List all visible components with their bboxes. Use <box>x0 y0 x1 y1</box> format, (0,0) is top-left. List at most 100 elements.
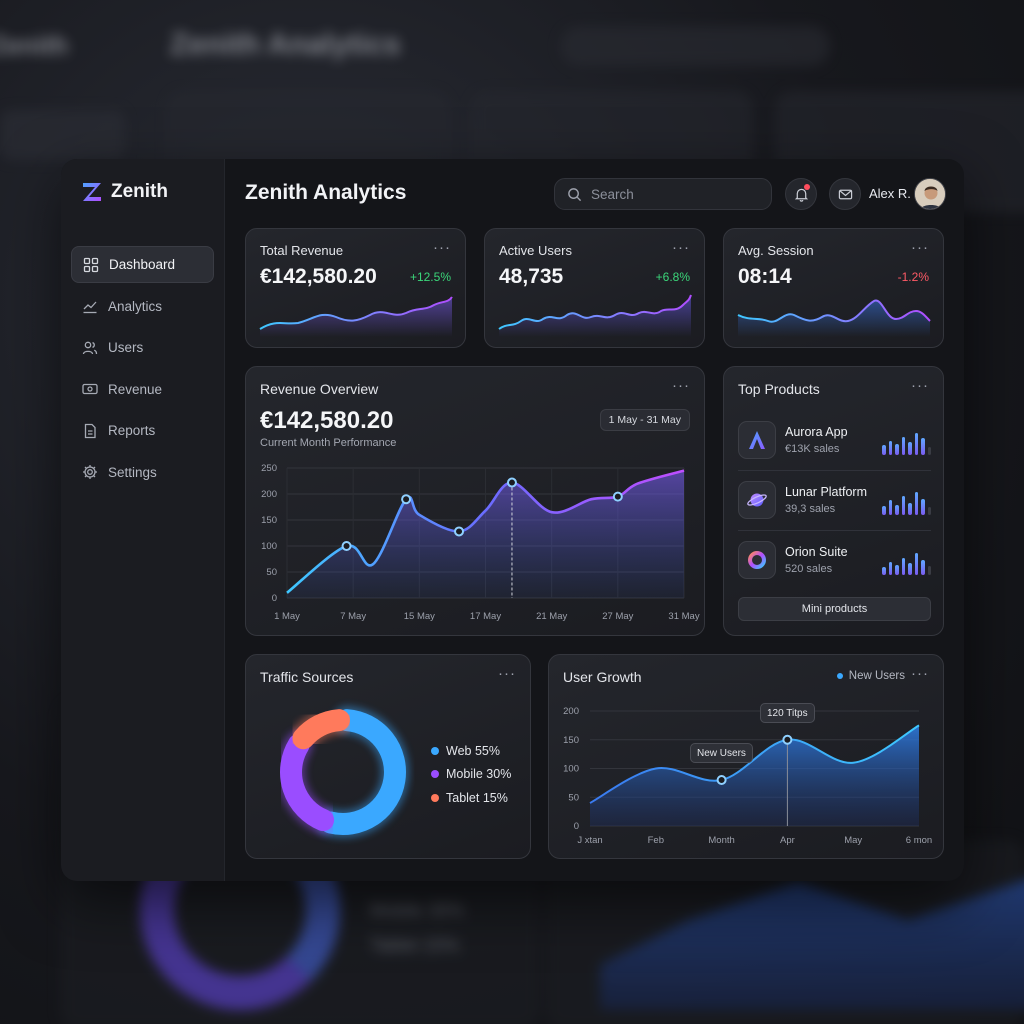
user-name[interactable]: Alex R. <box>869 186 911 201</box>
sparkline <box>498 294 692 337</box>
stat-change: +6.8% <box>655 270 690 284</box>
user-avatar-icon <box>915 179 945 209</box>
messages-button[interactable] <box>829 178 861 210</box>
search-bar[interactable] <box>554 178 772 210</box>
sparkline <box>737 299 931 337</box>
donut-slice-tablet[interactable] <box>292 709 350 750</box>
brand[interactable]: Zenith <box>81 181 168 203</box>
card-title: Traffic Sources <box>260 669 354 685</box>
stat-change: +12.5% <box>409 270 451 284</box>
mini-bar <box>901 496 905 515</box>
sidebar-item-dashboard[interactable]: Dashboard <box>71 246 214 283</box>
top-products-card: Top Products ··· Aurora App €13K sales <box>723 366 944 636</box>
ghost-legend-tablet: Tablet 15% <box>370 935 460 955</box>
product-sales: 39,3 sales <box>785 503 836 515</box>
sidebar-nav: Dashboard Analytics Users <box>71 246 214 495</box>
x-tick-label: 17 May <box>470 611 501 622</box>
y-tick-label: 200 <box>563 706 579 717</box>
data-point[interactable] <box>782 734 793 745</box>
sidebar-item-label: Analytics <box>108 298 163 314</box>
sidebar-item-label: Settings <box>108 464 157 480</box>
donut-slice-web[interactable] <box>319 709 406 835</box>
search-icon <box>568 187 582 201</box>
zenith-logo-icon <box>83 183 101 201</box>
stat-title: Total Revenue <box>260 243 344 258</box>
mini-products-button[interactable]: Mini products <box>738 597 931 621</box>
document-icon <box>82 423 98 439</box>
donut-slice-mobile[interactable] <box>280 733 335 832</box>
legend-label: Web 55% <box>446 743 500 758</box>
data-point[interactable] <box>506 477 517 488</box>
product-mini-bars <box>882 433 931 455</box>
data-point[interactable] <box>454 526 465 537</box>
y-tick-label: 150 <box>261 515 277 526</box>
legend-dot <box>431 793 439 802</box>
legend-dot <box>836 673 843 679</box>
avatar[interactable] <box>914 178 946 210</box>
product-item-aurora[interactable]: Aurora App €13K sales <box>738 417 931 463</box>
notifications-button[interactable] <box>785 178 817 210</box>
x-tick-label: Feb <box>648 835 664 846</box>
revenue-subtitle: Current Month Performance <box>260 437 397 449</box>
sidebar-item-users[interactable]: Users <box>71 329 214 366</box>
data-point[interactable] <box>716 775 727 785</box>
product-item-lunar[interactable]: Lunar Platform 39,3 sales <box>738 477 931 523</box>
divider <box>738 530 931 531</box>
y-tick-label: 50 <box>568 792 579 803</box>
ghost-legend-mobile: Mobile 30% <box>370 900 465 920</box>
stat-card-total-revenue[interactable]: Total Revenue ··· €142,580.20 +12.5% <box>245 228 466 348</box>
user-growth-area <box>590 725 919 826</box>
stat-title: Active Users <box>499 243 572 258</box>
stat-change: -1.2% <box>897 270 929 284</box>
ghost-logo: Zenith <box>0 30 68 60</box>
mini-bar <box>914 553 918 575</box>
y-tick-label: 0 <box>574 821 579 832</box>
y-tick-label: 50 <box>266 567 277 578</box>
mini-bar <box>901 558 905 575</box>
legend-label: Mobile 30% <box>446 767 512 782</box>
more-options-button[interactable]: ··· <box>672 239 690 256</box>
mini-bar <box>921 499 925 515</box>
more-options-button[interactable]: ··· <box>911 239 929 256</box>
more-options-button[interactable]: ··· <box>911 665 929 682</box>
legend-item-tablet: Tablet 15% <box>431 786 511 810</box>
stat-card-active-users[interactable]: Active Users ··· 48,735 +6.8% <box>484 228 705 348</box>
mini-bar <box>927 447 931 455</box>
legend-dot <box>431 746 439 755</box>
gear-icon <box>82 464 98 480</box>
stat-value: €142,580.20 <box>260 265 377 288</box>
data-point[interactable] <box>401 494 412 505</box>
sidebar-item-label: Revenue <box>108 381 163 397</box>
app-window: Zenith Dashboard Analytics <box>61 159 964 881</box>
page-title: Zenith Analytics <box>245 181 407 204</box>
planet-icon <box>738 481 776 519</box>
grid-icon <box>83 257 99 273</box>
sidebar-item-label: Dashboard <box>109 257 176 272</box>
y-tick-label: 250 <box>261 463 277 474</box>
mini-bar <box>895 505 899 515</box>
data-point[interactable] <box>612 491 623 502</box>
date-range-selector[interactable]: 1 May - 31 May <box>599 409 690 431</box>
stat-card-avg-session[interactable]: Avg. Session ··· 08:14 -1.2% <box>723 228 944 348</box>
main-content: Zenith Analytics Alex R. <box>225 159 964 881</box>
more-options-button[interactable]: ··· <box>911 377 929 394</box>
sidebar-item-settings[interactable]: Settings <box>71 454 214 491</box>
more-options-button[interactable]: ··· <box>433 239 451 256</box>
mini-bar <box>908 563 912 575</box>
card-title: Top Products <box>738 381 820 397</box>
users-icon <box>82 340 98 356</box>
traffic-donut-chart <box>277 706 409 838</box>
product-name: Orion Suite <box>785 545 848 559</box>
data-point[interactable] <box>341 541 352 551</box>
legend-dot <box>431 770 439 779</box>
sidebar-item-analytics[interactable]: Analytics <box>71 288 214 325</box>
product-item-orion[interactable]: Orion Suite 520 sales <box>738 537 931 583</box>
more-options-button[interactable]: ··· <box>672 377 690 394</box>
sidebar-item-revenue[interactable]: Revenue <box>71 371 214 408</box>
more-options-button[interactable]: ··· <box>498 665 516 682</box>
sidebar-item-reports[interactable]: Reports <box>71 412 214 449</box>
y-tick-label: 100 <box>563 764 579 775</box>
mini-bar <box>921 560 925 575</box>
search-input[interactable] <box>591 186 761 202</box>
legend-label: Tablet 15% <box>446 790 508 805</box>
